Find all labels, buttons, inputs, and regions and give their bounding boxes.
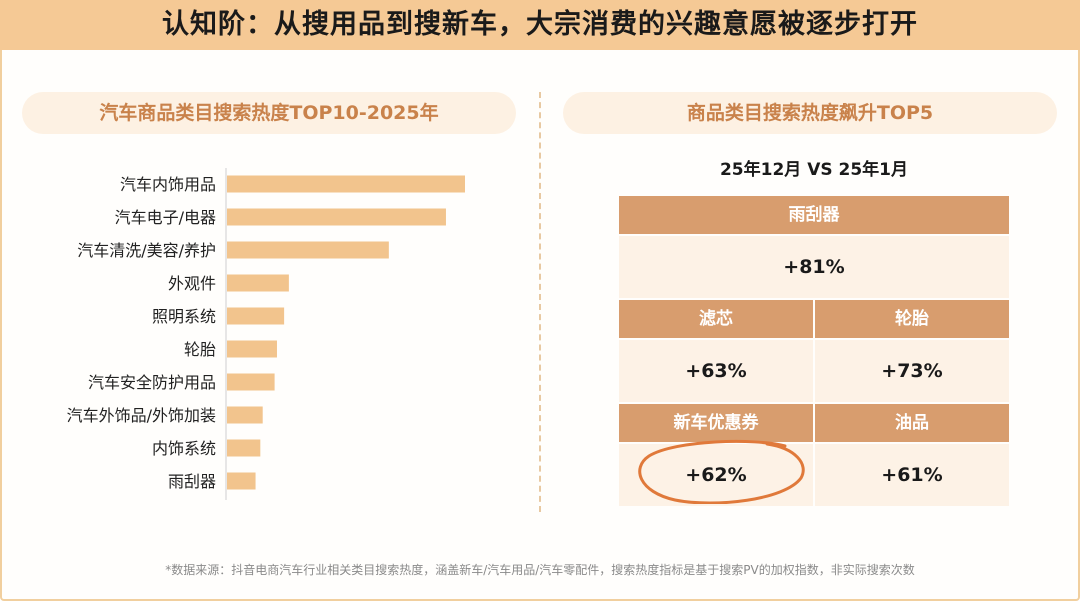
category-label: 汽车安全防护用品 <box>88 373 216 392</box>
bar <box>227 439 261 457</box>
left-chart-title: 汽车商品类目搜索热度TOP10-2025年 <box>22 92 516 134</box>
category-label: 内饰系统 <box>152 439 216 458</box>
surge-header-tire: 轮胎 <box>815 300 1009 338</box>
bar <box>227 274 289 292</box>
bar <box>227 208 446 226</box>
surge-value-oil: +61% <box>815 444 1009 506</box>
category-label: 照明系统 <box>152 307 216 326</box>
dashed-divider <box>539 92 541 512</box>
category-label: 轮胎 <box>184 340 216 359</box>
category-label: 雨刮器 <box>168 472 216 491</box>
footnote: *数据来源：抖音电商汽车行业相关类目搜索热度，涵盖新车/汽车用品/汽车零配件，搜… <box>165 563 915 577</box>
surge-header-new-car-coupon: 新车优惠券 <box>619 404 813 442</box>
bar <box>227 241 389 259</box>
bar <box>227 472 256 490</box>
bar <box>227 406 263 424</box>
bar <box>227 175 465 193</box>
surge-value-wiper: +81% <box>619 236 1009 298</box>
bar <box>227 340 277 358</box>
surge-header-wiper: 雨刮器 <box>619 196 1009 234</box>
category-label: 汽车外饰品/外饰加装 <box>67 406 216 425</box>
comparison-label: 25年12月 VS 25年1月 <box>719 160 909 180</box>
page-title: 认知阶：从搜用品到搜新车，大宗消费的兴趣意愿被逐步打开 <box>162 9 918 40</box>
category-label: 汽车内饰用品 <box>120 175 216 194</box>
surge-header-filter: 滤芯 <box>619 300 813 338</box>
surge-value-tire: +73% <box>815 340 1009 402</box>
category-label: 汽车清洗/美容/养护 <box>77 241 216 260</box>
surge-value-filter: +63% <box>619 340 813 402</box>
bar <box>227 307 285 325</box>
right-panel-title: 商品类目搜索热度飙升TOP5 <box>563 92 1057 134</box>
highlight-circle <box>638 439 805 504</box>
search-heat-bar-chart: 汽车内饰用品汽车电子/电器汽车清洗/美容/养护外观件照明系统轮胎汽车安全防护用品… <box>67 168 465 500</box>
title-banner <box>0 0 1080 50</box>
surge-header-oil: 油品 <box>815 404 1009 442</box>
category-label: 汽车电子/电器 <box>115 208 216 227</box>
bar <box>227 373 275 391</box>
category-label: 外观件 <box>168 274 216 293</box>
